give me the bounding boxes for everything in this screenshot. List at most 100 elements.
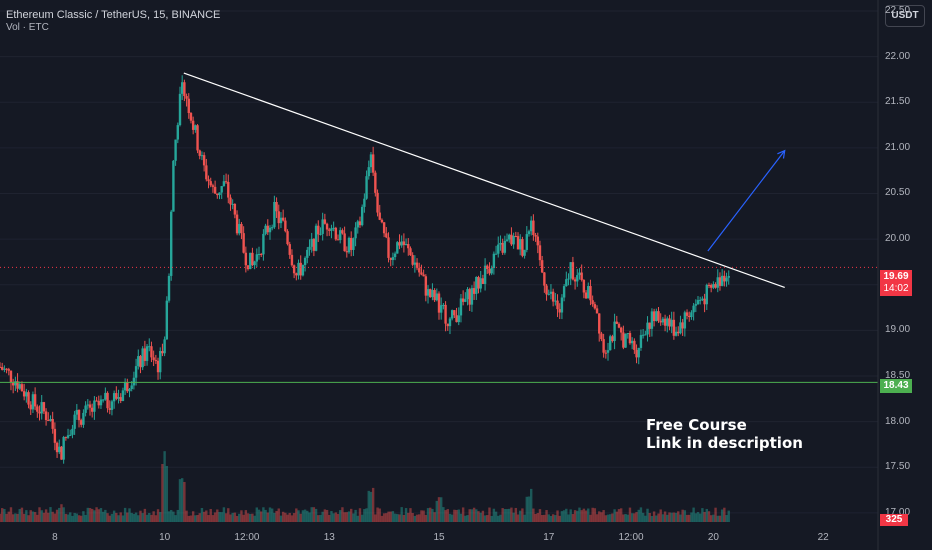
- volume-bar: [213, 512, 217, 522]
- candle-body: [712, 284, 715, 288]
- volume-bar: [121, 515, 125, 522]
- candle-body: [273, 201, 276, 228]
- volume-bar: [712, 514, 715, 522]
- volume-bar: [628, 507, 632, 522]
- y-tick-label: 22.50: [885, 4, 911, 16]
- volume-bar: [490, 515, 493, 522]
- volume-bar: [134, 512, 138, 522]
- volume-bar: [334, 512, 338, 522]
- trendline[interactable]: [183, 72, 785, 289]
- candle-body: [110, 401, 114, 410]
- bar-countdown: 14:02: [883, 283, 909, 294]
- candle-body: [213, 186, 217, 194]
- volume-bar: [501, 508, 504, 522]
- candle-body: [483, 265, 487, 284]
- candle-body: [235, 214, 239, 234]
- volume-bar: [42, 512, 46, 522]
- volume-bar: [464, 515, 467, 522]
- volume-bar: [657, 513, 660, 522]
- volume-bar: [69, 512, 72, 522]
- candle-body: [255, 254, 259, 262]
- volume-bar: [670, 512, 673, 522]
- volume-bar: [77, 515, 81, 522]
- volume-bar: [637, 509, 640, 522]
- volume-bar: [119, 512, 122, 522]
- volume-bar: [330, 511, 333, 522]
- breakout-arrow[interactable]: [707, 149, 786, 252]
- volume-bar: [422, 510, 425, 522]
- volume-bar: [595, 514, 599, 522]
- currency-button[interactable]: USDT: [885, 5, 925, 27]
- volume-bar: [229, 514, 232, 522]
- volume-bar: [286, 514, 289, 522]
- candle-body: [161, 351, 164, 354]
- candle-body: [44, 411, 48, 421]
- volume-tag: 325: [880, 514, 908, 526]
- volume-bar: [619, 508, 623, 522]
- candle-body: [659, 320, 662, 323]
- candle-body: [479, 278, 482, 289]
- y-tick-label: 20.00: [885, 233, 911, 245]
- candle-body: [165, 300, 169, 340]
- candle-body: [637, 347, 640, 358]
- volume-bar: [9, 507, 13, 522]
- candle-body: [657, 311, 660, 321]
- volume-bar: [560, 511, 564, 522]
- candle-body: [600, 333, 603, 340]
- candle-body: [101, 399, 105, 401]
- volume-bar: [62, 507, 65, 522]
- volume-bar: [145, 514, 149, 522]
- candle-body: [328, 229, 331, 231]
- candle-body: [156, 360, 160, 373]
- symbol-title: Ethereum Classic / TetherUS, 15, BINANCE: [6, 9, 221, 21]
- volume-bar: [198, 513, 201, 522]
- volume-bar: [143, 508, 147, 522]
- volume-bar: [323, 509, 327, 522]
- volume-bar: [137, 515, 140, 522]
- candle-body: [576, 275, 579, 282]
- volume-bar: [270, 508, 274, 522]
- volume-bar: [385, 513, 388, 522]
- volume-bar: [22, 513, 26, 522]
- arrow-head: [777, 149, 786, 159]
- volume-bar: [393, 513, 397, 522]
- volume-bar: [255, 507, 259, 522]
- candle-body: [152, 357, 155, 360]
- candle-body: [264, 225, 267, 234]
- volume-bar: [132, 513, 136, 522]
- candle-body: [281, 217, 285, 221]
- volume-bar: [40, 510, 43, 522]
- y-tick-label: 18.00: [885, 415, 911, 427]
- y-tick-label: 21.50: [885, 96, 911, 108]
- volume-bar: [295, 508, 298, 522]
- volume-bar: [110, 513, 114, 522]
- candle-body: [723, 275, 726, 282]
- volume-bar: [532, 508, 535, 522]
- volume-bar: [549, 515, 553, 522]
- volume-bar: [497, 515, 500, 522]
- volume-bar: [371, 487, 375, 522]
- volume-bar: [51, 511, 54, 522]
- candle-body: [633, 340, 636, 350]
- volume-bar: [694, 513, 698, 522]
- annotation-line-2: Link in description: [646, 434, 803, 452]
- volume-bar: [38, 507, 41, 522]
- candle-body: [75, 409, 79, 415]
- candle-body: [560, 297, 564, 313]
- volume-bar: [308, 512, 311, 522]
- candle-body: [617, 323, 621, 328]
- candle-body: [492, 253, 496, 269]
- candle-body: [540, 260, 544, 273]
- volume-bar: [716, 515, 719, 522]
- candle-body: [376, 192, 379, 213]
- volume-bar: [163, 451, 166, 522]
- candle-body: [270, 227, 274, 229]
- candle-body: [472, 288, 476, 294]
- x-tick-label: 8: [52, 532, 58, 543]
- volume-bar: [216, 509, 219, 522]
- candle-body: [82, 412, 85, 425]
- candle-body: [490, 268, 493, 274]
- candle-body: [681, 322, 684, 329]
- candle-body: [244, 252, 248, 266]
